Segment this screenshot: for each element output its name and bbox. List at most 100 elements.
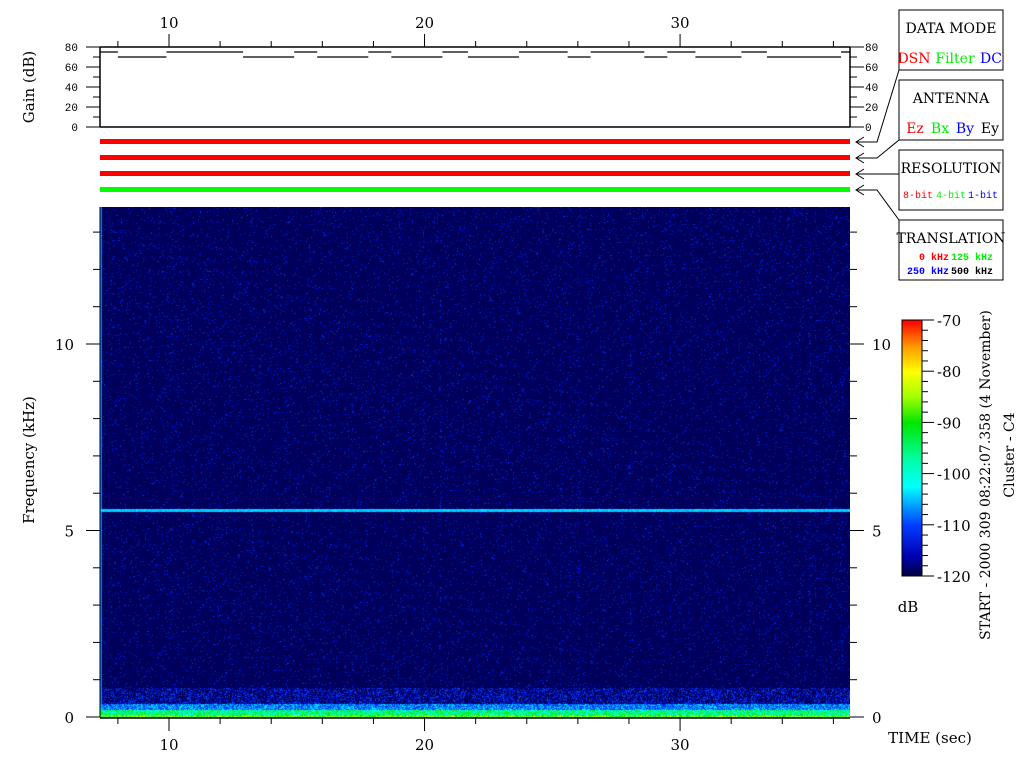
gain-tick-label-right: 20 [865,103,878,115]
colorbar-segment [902,495,922,496]
frequency-tick-label-right: 10 [872,336,891,354]
colorbar-segment [902,331,922,332]
colorbar-segment [902,455,922,456]
colorbar-segment [902,325,922,326]
colorbar-segment [902,364,922,365]
colorbar-segment [902,389,922,390]
colorbar-segment [902,439,922,440]
colorbar-segment [902,366,922,367]
colorbar-segment [902,510,922,511]
colorbar-tick-label: -90 [937,414,961,432]
colorbar-segment [902,427,922,428]
colorbar-segment [902,418,922,419]
colorbar-segment [902,363,922,364]
colorbar-segment [902,377,922,378]
colorbar-segment [902,403,922,404]
colorbar-segment [902,498,922,499]
colorbar-segment [902,518,922,519]
colorbar-segment [902,484,922,485]
gain-tick-label-right: 0 [865,123,872,135]
colorbar-segment [902,546,922,547]
colorbar-segment [902,497,922,498]
arrow-head-icon [855,136,865,148]
legend-item: Ey [981,121,999,137]
colorbar-segment [902,355,922,356]
colorbar-segment [902,396,922,397]
colorbar-segment [902,412,922,413]
colorbar-segment [902,327,922,328]
colorbar-segment [902,346,922,347]
colorbar-segment [902,559,922,560]
colorbar-segment [902,432,922,433]
colorbar-segment [902,565,922,566]
gain-tick-label-right: 80 [865,43,878,55]
colorbar-tick-label: -100 [937,466,971,484]
colorbar-segment [902,367,922,368]
frequency-tick-label-left: 0 [64,709,74,727]
colorbar-segment [902,446,922,447]
colorbar-segment [902,470,922,471]
colorbar-segment [902,494,922,495]
colorbar-segment [902,464,922,465]
colorbar-segment [902,544,922,545]
gain-panel: 0 0 20 20 40 40 60 60 80 80 10 20 30 [65,14,878,135]
colorbar-segment [902,357,922,358]
colorbar-segment [902,411,922,412]
colorbar-segment [902,353,922,354]
colorbar-segment [902,417,922,418]
legend-box-title: DATA MODE [906,21,997,37]
colorbar-segment [902,478,922,479]
colorbar-segment [902,539,922,540]
legend-item: Ez [906,121,924,137]
colorbar-segment [902,512,922,513]
colorbar-segment [902,415,922,416]
colorbar-segment [902,332,922,333]
colorbar-segment [902,381,922,382]
colorbar-segment [902,385,922,386]
colorbar-segment [902,347,922,348]
frequency-axis-label: Frequency (kHz) [20,396,38,524]
legend-arrow-line [856,69,900,143]
colorbar-segment [902,336,922,337]
colorbar-segment [902,474,922,475]
colorbar-segment [902,549,922,550]
colorbar-segment [902,391,922,392]
colorbar-segment [902,358,922,359]
colorbar-tick-label: -110 [937,517,971,535]
colorbar-segment [902,434,922,435]
colorbar-unit-label: dB [898,598,919,616]
colorbar-segment [902,386,922,387]
colorbar-segment [902,503,922,504]
colorbar-segment [902,438,922,439]
start-time-label: START - 2000 309 08:22:07.358 (4 Novembe… [978,310,994,640]
colorbar-segment [902,481,922,482]
colorbar-segment [902,493,922,494]
colorbar-segment [902,505,922,506]
time-tick-label-top: 10 [159,14,178,32]
colorbar-segment [902,553,922,554]
colorbar-segment [902,397,922,398]
colorbar-segment [902,423,922,424]
colorbar-segment [902,401,922,402]
colorbar-segment [902,437,922,438]
legend-item: 0 kHz [919,252,949,264]
time-axis-label: TIME (sec) [888,729,972,747]
status-bar-resolution [100,171,850,176]
colorbar-segment [902,485,922,486]
colorbar-segment [902,324,922,325]
colorbar-segment [902,349,922,350]
colorbar-segment [902,529,922,530]
colorbar-segment [902,487,922,488]
colorbar-segment [902,457,922,458]
colorbar-segment [902,360,922,361]
colorbar-segment [902,451,922,452]
spacecraft-label: Cluster - C4 [1002,412,1018,497]
colorbar-segment [902,566,922,567]
colorbar-segment [902,555,922,556]
colorbar-segment [902,421,922,422]
colorbar-segment [902,564,922,565]
colorbar-segment [902,371,922,372]
colorbar-segment [902,540,922,541]
colorbar-segment [902,394,922,395]
colorbar-segment [902,521,922,522]
